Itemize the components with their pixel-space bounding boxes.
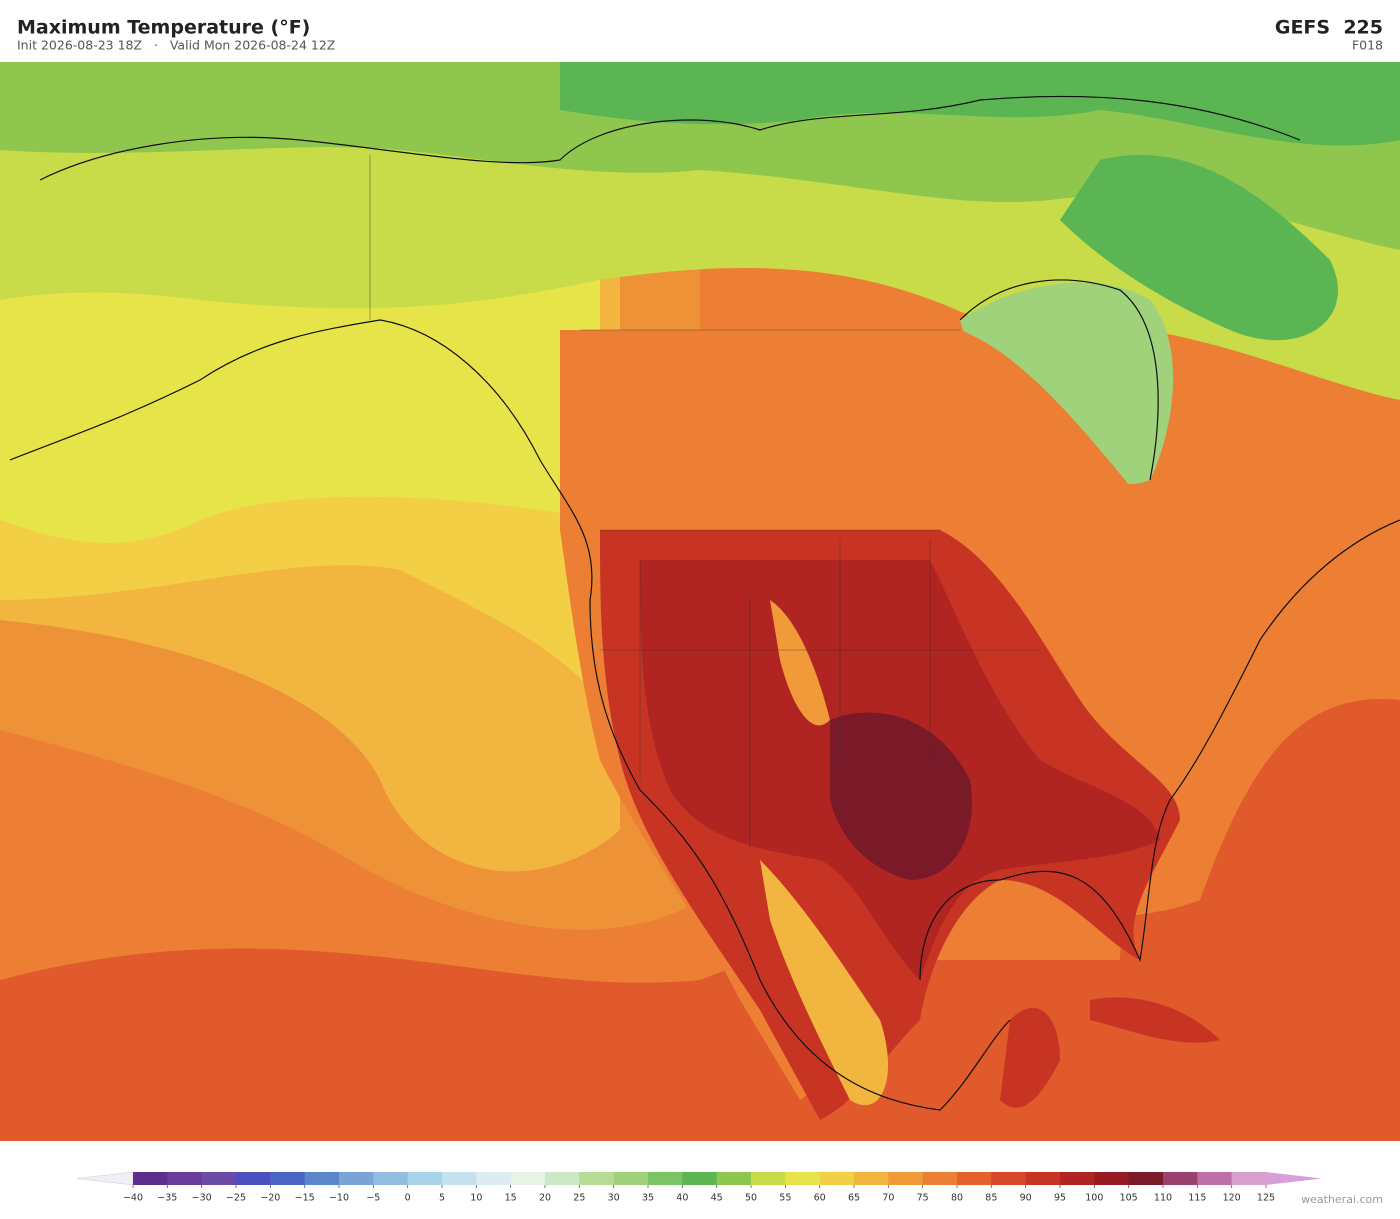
colorbar-bin — [682, 1172, 718, 1185]
colorbar-tick-label: 30 — [608, 1193, 620, 1204]
colorbar-tick-label: 10 — [470, 1193, 482, 1204]
colorbar-tick-label: 85 — [985, 1193, 997, 1204]
colorbar-bin — [1094, 1172, 1130, 1185]
colorbar-bin — [1060, 1172, 1095, 1185]
colorbar-bin — [373, 1172, 409, 1185]
colorbar-tick-label: −5 — [366, 1193, 380, 1204]
colorbar-bin — [957, 1172, 992, 1185]
colorbar-tick-label: 95 — [1054, 1193, 1066, 1204]
colorbar-bin — [545, 1172, 580, 1185]
colorbar-tick-label: −20 — [260, 1193, 280, 1204]
map — [0, 62, 1400, 1141]
colorbar-bin — [1231, 1172, 1267, 1185]
colorbar-bin — [922, 1172, 958, 1185]
colorbar-tick-label: 120 — [1223, 1193, 1241, 1204]
colorbar-tick-label: 45 — [711, 1193, 723, 1204]
colorbar-tick-label: 115 — [1188, 1193, 1206, 1204]
colorbar-tick-label: 5 — [439, 1193, 445, 1204]
colorbar-tick-label: 100 — [1085, 1193, 1103, 1204]
colorbar-bin — [1197, 1172, 1233, 1185]
colorbar-tick-label: −25 — [226, 1193, 246, 1204]
title: Maximum Temperature (°F) — [17, 17, 310, 39]
colorbar-bin — [785, 1172, 821, 1185]
colorbar-bin — [407, 1172, 443, 1185]
colorbar-tick-label: −15 — [295, 1193, 315, 1204]
colorbar-tick-label: 35 — [642, 1193, 654, 1204]
model-name: GEFS 225 — [1275, 17, 1383, 39]
colorbar-tick-label: 40 — [676, 1193, 688, 1204]
colorbar-bin — [201, 1172, 237, 1185]
colorbar-tick-label: 0 — [405, 1193, 411, 1204]
colorbar-bin — [1025, 1172, 1061, 1185]
watermark: weatherai.com — [1301, 1193, 1383, 1206]
colorbar-bin — [854, 1172, 889, 1185]
colorbar-tick-label: −10 — [329, 1193, 349, 1204]
colorbar-bin — [991, 1172, 1027, 1185]
colorbar-tick-label: 15 — [505, 1193, 517, 1204]
colorbar-tick-label: −30 — [192, 1193, 212, 1204]
colorbar-tick-label: 90 — [1020, 1193, 1032, 1204]
colorbar-bin — [888, 1172, 924, 1185]
colorbar: −40 −35 −30 −25 −20 −15 −10 −5 0 5 10 15 20 25 30 35 40 4… — [76, 1171, 1322, 1204]
colorbar-tick-label: 75 — [917, 1193, 929, 1204]
colorbar-bin — [133, 1172, 168, 1185]
forecast-hour: F018 — [1352, 38, 1383, 53]
colorbar-tick-label: 20 — [539, 1193, 551, 1204]
colorbar-bin — [442, 1172, 477, 1185]
colorbar-tick-label: 70 — [882, 1193, 894, 1204]
colorbar-tick-label: 105 — [1120, 1193, 1138, 1204]
colorbar-bin — [236, 1172, 271, 1185]
subtitle: Init 2026-08-23 18Z · Valid Mon 2026-08-… — [17, 38, 335, 53]
colorbar-bin — [648, 1172, 683, 1185]
colorbar-bin — [1128, 1172, 1164, 1185]
colorbar-bin — [1163, 1172, 1198, 1185]
colorbar-bin — [304, 1172, 340, 1185]
colorbar-bin — [716, 1172, 752, 1185]
colorbar-bin — [510, 1172, 546, 1185]
colorbar-bin — [613, 1172, 649, 1185]
colorbar-bin — [270, 1172, 306, 1185]
colorbar-tick-label: 110 — [1154, 1193, 1172, 1204]
colorbar-bin — [339, 1172, 374, 1185]
colorbar-tick-label: 55 — [779, 1193, 791, 1204]
colorbar-tick-label: 65 — [848, 1193, 860, 1204]
colorbar-bin — [819, 1172, 855, 1185]
colorbar-tick-label: 25 — [573, 1193, 585, 1204]
colorbar-bin — [751, 1172, 786, 1185]
colorbar-over — [1266, 1172, 1322, 1185]
colorbar-under — [76, 1171, 134, 1186]
colorbar-bin — [579, 1172, 615, 1185]
colorbar-bin — [167, 1172, 203, 1185]
colorbar-tick-label: 50 — [745, 1193, 757, 1204]
colorbar-bin — [476, 1172, 512, 1185]
colorbar-tick-label: 60 — [814, 1193, 826, 1204]
colorbar-tick-label: 80 — [951, 1193, 963, 1204]
colorbar-tick-label: −40 — [123, 1193, 143, 1204]
colorbar-tick-label: −35 — [157, 1193, 177, 1204]
colorbar-tick-label: 125 — [1257, 1193, 1275, 1204]
